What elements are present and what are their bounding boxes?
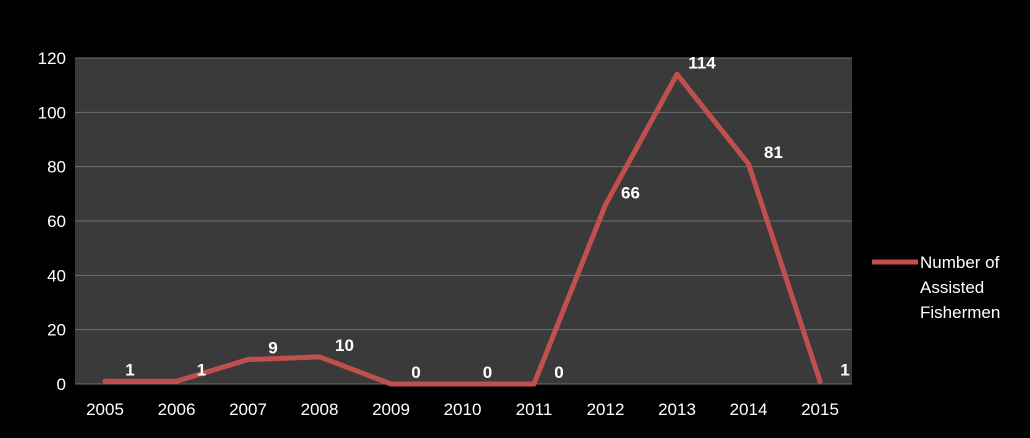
x-axis: 2005 2006 2007 2008 2009 2010 2011 2012 2013 2014… xyxy=(86,400,839,419)
x-tick-label: 2012 xyxy=(587,400,625,419)
x-tick-label: 2009 xyxy=(372,400,410,419)
data-point xyxy=(817,378,823,384)
data-point xyxy=(531,381,537,387)
data-label: 1 xyxy=(125,360,134,379)
legend-label-line-1: Number of xyxy=(920,253,1000,272)
y-tick-label: 60 xyxy=(47,212,66,231)
y-axis: 0 20 40 60 80 100 120 xyxy=(38,49,66,394)
y-tick-label: 0 xyxy=(57,375,66,394)
legend-label-line-2: Assisted xyxy=(920,278,984,297)
y-tick-label: 40 xyxy=(47,266,66,285)
data-point xyxy=(317,354,322,360)
data-point xyxy=(388,381,394,387)
data-point xyxy=(174,378,179,384)
data-point xyxy=(102,378,108,384)
data-label: 1 xyxy=(840,360,849,379)
data-label: 0 xyxy=(483,363,492,382)
y-tick-label: 20 xyxy=(47,321,66,340)
data-label: 66 xyxy=(621,184,640,203)
data-label: 0 xyxy=(411,363,420,382)
x-tick-label: 2013 xyxy=(658,400,696,419)
data-label: 81 xyxy=(764,143,783,162)
legend-label-line-3: Fishermen xyxy=(920,303,1000,322)
data-point xyxy=(746,161,751,167)
data-label: 1 xyxy=(197,360,206,379)
gridlines xyxy=(75,57,852,385)
data-labels: 1 1 9 10 0 0 0 66 114 81 1 xyxy=(125,53,849,382)
x-tick-label: 2011 xyxy=(516,400,553,419)
x-tick-label: 2007 xyxy=(229,400,267,419)
data-label: 0 xyxy=(554,363,563,382)
x-tick-label: 2006 xyxy=(158,400,196,419)
data-label: 10 xyxy=(335,336,354,355)
data-point xyxy=(245,357,251,363)
y-tick-label: 100 xyxy=(38,103,66,122)
x-tick-label: 2014 xyxy=(730,400,768,419)
y-tick-label: 120 xyxy=(38,49,66,68)
x-tick-label: 2015 xyxy=(801,400,839,419)
data-label: 114 xyxy=(688,53,716,72)
x-tick-label: 2008 xyxy=(301,400,339,419)
legend: Number of Assisted Fishermen xyxy=(872,253,1000,322)
data-point xyxy=(674,71,680,77)
data-label: 9 xyxy=(268,339,277,358)
series-group xyxy=(102,71,823,387)
data-point xyxy=(603,202,608,208)
x-tick-label: 2005 xyxy=(86,400,124,419)
y-tick-label: 80 xyxy=(47,158,66,177)
x-tick-label: 2010 xyxy=(444,400,482,419)
data-point xyxy=(460,381,465,387)
